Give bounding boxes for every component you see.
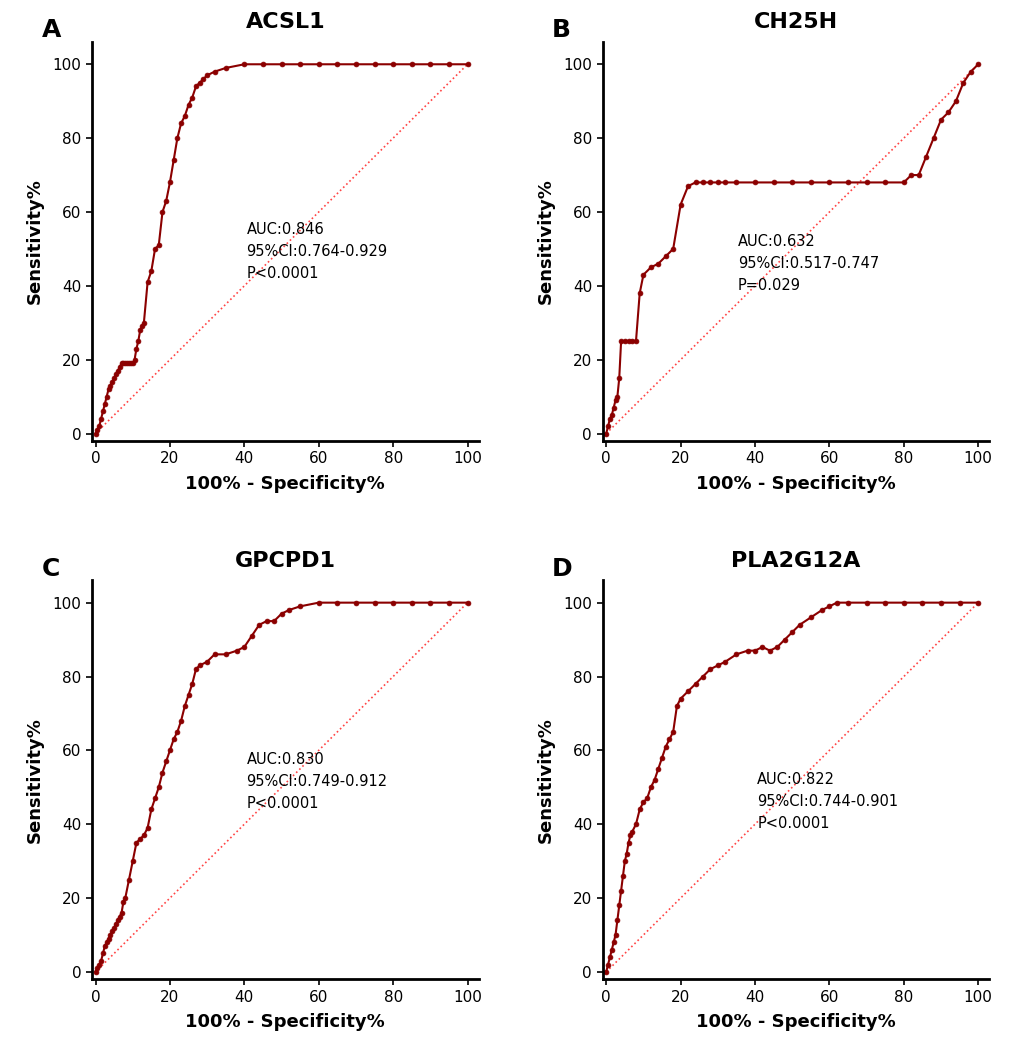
Text: AUC:0.822
95%CI:0.744-0.901
P<0.0001: AUC:0.822 95%CI:0.744-0.901 P<0.0001 [756, 772, 898, 831]
Title: CH25H: CH25H [753, 13, 838, 33]
Text: AUC:0.830
95%CI:0.749-0.912
P<0.0001: AUC:0.830 95%CI:0.749-0.912 P<0.0001 [247, 752, 387, 812]
Text: D: D [551, 557, 573, 580]
Title: PLA2G12A: PLA2G12A [731, 551, 860, 571]
Text: A: A [42, 18, 61, 42]
Y-axis label: Sensitivity%: Sensitivity% [536, 179, 554, 304]
Y-axis label: Sensitivity%: Sensitivity% [536, 717, 554, 842]
Y-axis label: Sensitivity%: Sensitivity% [26, 717, 44, 842]
Y-axis label: Sensitivity%: Sensitivity% [26, 179, 44, 304]
Text: AUC:0.846
95%CI:0.764-0.929
P<0.0001: AUC:0.846 95%CI:0.764-0.929 P<0.0001 [247, 221, 387, 281]
X-axis label: 100% - Specificity%: 100% - Specificity% [695, 1013, 895, 1031]
Text: AUC:0.632
95%CI:0.517-0.747
P=0.029: AUC:0.632 95%CI:0.517-0.747 P=0.029 [737, 234, 878, 293]
Title: GPCPD1: GPCPD1 [234, 551, 335, 571]
X-axis label: 100% - Specificity%: 100% - Specificity% [185, 1013, 385, 1031]
Text: B: B [551, 18, 571, 42]
Title: ACSL1: ACSL1 [246, 13, 325, 33]
X-axis label: 100% - Specificity%: 100% - Specificity% [185, 475, 385, 493]
X-axis label: 100% - Specificity%: 100% - Specificity% [695, 475, 895, 493]
Text: C: C [42, 557, 60, 580]
